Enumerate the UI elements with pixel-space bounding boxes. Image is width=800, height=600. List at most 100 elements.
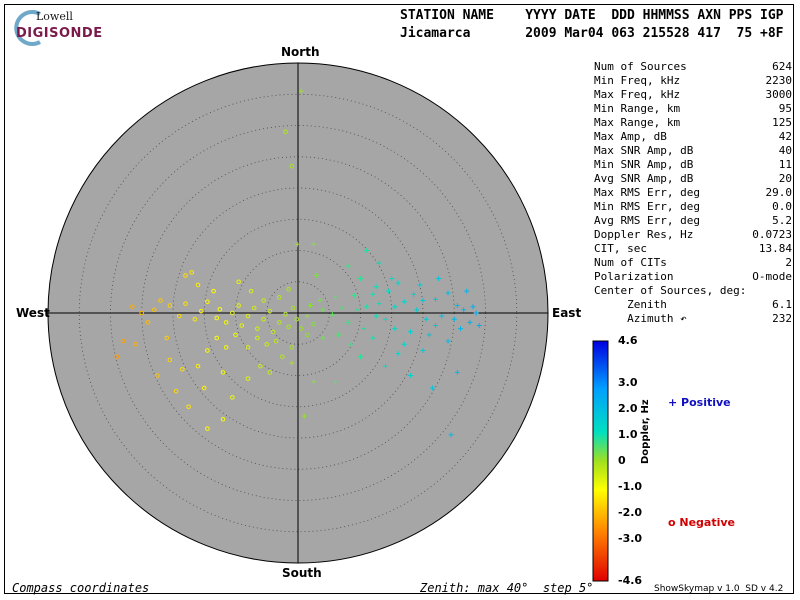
positive-source-mark	[370, 335, 376, 341]
stat-label: Max Range, km	[594, 116, 681, 129]
colorbar-tick-label: 1.0	[618, 427, 638, 441]
negative-source-mark	[236, 303, 241, 308]
stat-label: Max RMS Err, deg	[594, 186, 700, 199]
positive-source-mark	[389, 276, 395, 282]
negative-source-mark	[195, 282, 201, 288]
negative-source-mark	[230, 310, 235, 316]
negative-source-mark	[145, 320, 151, 325]
positive-source-mark	[454, 369, 460, 375]
negative-source-mark	[189, 270, 195, 275]
stat-label: Min SNR Amp, dB	[594, 158, 694, 171]
legend-negative: o Negative	[668, 516, 736, 529]
stat-value: 20	[778, 172, 792, 185]
stat-label: Avg SNR Amp, dB	[594, 172, 694, 185]
header-line-1: STATION NAME YYYY DATE DDD HHMMSS AXN PP…	[400, 8, 784, 23]
positive-source-mark	[448, 432, 454, 438]
source-marks	[114, 88, 482, 438]
stat-row: Polarization O-mode	[594, 270, 792, 284]
stat-value: 2230	[765, 74, 793, 87]
footer-zenith: Zenith: max 40° step 5°	[420, 581, 594, 595]
positive-source-mark	[433, 323, 438, 328]
negative-source-mark	[211, 288, 216, 294]
positive-source-mark	[383, 316, 388, 322]
positive-source-mark	[395, 280, 401, 286]
positive-source-mark	[311, 379, 317, 385]
negative-source-mark	[155, 373, 160, 378]
negative-source-mark	[180, 366, 185, 372]
positive-source-mark	[383, 363, 388, 369]
negative-source-mark	[311, 321, 316, 327]
positive-source-mark	[401, 341, 407, 347]
negative-source-mark	[286, 324, 291, 330]
negative-source-mark	[298, 326, 304, 331]
colorbar-tick-label: -4.6	[618, 574, 643, 587]
positive-source-mark	[358, 354, 363, 360]
stat-label: Max Amp, dB	[594, 130, 667, 143]
negative-source-mark	[158, 298, 163, 303]
negative-source-mark	[233, 332, 238, 338]
stat-row: Max Amp, dB 42	[594, 130, 792, 144]
positive-source-mark	[294, 241, 300, 247]
negative-source-mark	[245, 376, 251, 381]
positive-source-mark	[433, 296, 438, 302]
positive-source-mark	[314, 273, 320, 278]
stat-row: Azimuth ↶ 232	[594, 312, 792, 326]
negative-source-mark	[276, 320, 282, 325]
positive-source-mark	[429, 385, 435, 391]
negative-source-mark	[305, 332, 310, 338]
negative-source-mark	[270, 329, 276, 335]
stat-value: 40	[778, 144, 792, 157]
positive-source-mark	[401, 299, 407, 305]
positive-source-mark	[386, 288, 392, 294]
stat-value: 0.0723	[752, 228, 792, 241]
stat-row: Doppler Res, Hz 0.0723	[594, 228, 792, 242]
positive-source-mark	[454, 303, 460, 308]
positive-source-mark	[336, 332, 342, 338]
negative-source-mark	[283, 311, 288, 317]
stat-row: Zenith 6.1	[594, 298, 792, 312]
positive-source-mark	[414, 307, 420, 313]
positive-source-mark	[354, 307, 360, 313]
positive-source-mark	[348, 341, 354, 347]
negative-source-mark	[261, 298, 266, 303]
stat-label: Num of CITs	[594, 256, 667, 269]
negative-source-mark	[167, 357, 173, 363]
stat-label: Zenith	[594, 298, 667, 311]
colorbar-tick-label: 4.6	[618, 334, 638, 347]
positive-source-mark	[373, 284, 379, 290]
negative-source-mark	[255, 335, 260, 341]
stat-label: Min RMS Err, deg	[594, 200, 700, 213]
negative-source-mark	[139, 310, 145, 316]
stat-value: 95	[778, 102, 792, 115]
positive-source-mark	[289, 360, 295, 366]
stat-row: Center of Sources, deg:	[594, 284, 792, 298]
positive-source-mark	[439, 313, 445, 319]
negative-source-mark	[255, 326, 260, 331]
colorbar-tick-label: 2.0	[618, 401, 638, 415]
stat-value: 2	[785, 256, 792, 269]
positive-source-mark	[364, 304, 370, 310]
negative-source-mark	[220, 416, 226, 422]
colorbar-tick-label: -2.0	[618, 506, 643, 520]
negative-source-mark	[248, 288, 254, 294]
footer-version: ShowSkymap v 1.0 SD v 4.2	[654, 584, 784, 594]
stat-label: Max Freq, kHz	[594, 88, 681, 101]
positive-source-mark	[392, 304, 398, 310]
positive-source-mark	[464, 288, 470, 294]
stat-row: Max Freq, kHz 3000	[594, 88, 792, 102]
stat-value: 29.0	[765, 186, 793, 199]
positive-source-mark	[417, 282, 423, 288]
stat-row: Avg SNR Amp, dB 20	[594, 172, 792, 186]
stat-row: Avg RMS Err, deg 5.2	[594, 214, 792, 228]
negative-source-mark	[245, 313, 251, 319]
positive-source-mark	[361, 326, 367, 332]
stat-row: Num of CITs 2	[594, 256, 792, 270]
stat-value: 125	[772, 116, 792, 129]
positive-source-mark	[333, 294, 338, 300]
positive-source-mark	[411, 291, 417, 297]
stat-value: 232	[772, 312, 792, 325]
positive-source-mark	[392, 326, 398, 332]
negative-source-mark	[239, 323, 245, 328]
negative-source-mark	[205, 426, 210, 431]
stat-value: 0.0	[772, 200, 792, 213]
